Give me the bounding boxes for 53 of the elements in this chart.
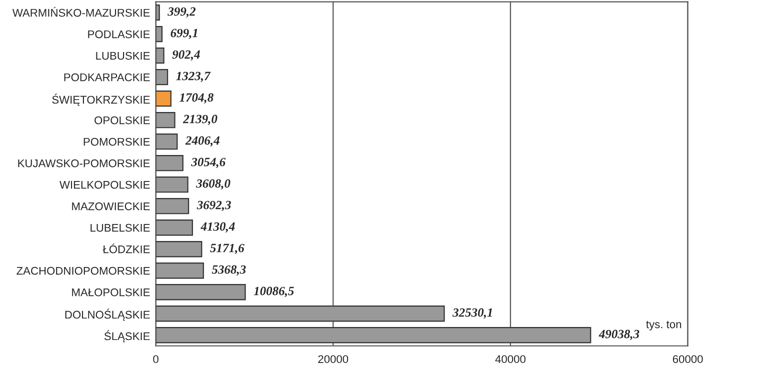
- y-tick-label: KUJAWSKO-POMORSKIE: [18, 159, 150, 168]
- data-label: 5368,3: [212, 265, 246, 276]
- bar: [156, 90, 172, 107]
- y-tick-label: ŚWIĘTOKRZYSKIE: [52, 94, 150, 106]
- data-label: 902,4: [172, 50, 200, 61]
- bar: [156, 26, 163, 42]
- data-label: 3692,3: [196, 200, 231, 212]
- bar: [156, 198, 190, 214]
- y-tick-label: ŚLĄSKIE: [104, 330, 150, 342]
- data-label: 2139,0: [182, 114, 218, 126]
- bar: [156, 262, 204, 279]
- bar: [156, 241, 202, 258]
- bar: [156, 284, 246, 300]
- data-label: 2406,4: [185, 136, 220, 147]
- x-tick-label: 20000: [318, 355, 348, 364]
- data-label: 3054,6: [191, 158, 226, 168]
- data-label: 1704,8: [180, 93, 214, 104]
- y-tick-label: OPOLSKIE: [94, 116, 150, 124]
- data-label: 399,2: [168, 7, 196, 18]
- data-label: 4130,4: [200, 222, 235, 233]
- bar: [156, 220, 193, 236]
- bar: [156, 48, 164, 64]
- x-tick-label: 60000: [672, 355, 703, 364]
- bar: [156, 4, 160, 21]
- data-label: 5171,6: [210, 244, 244, 254]
- data-label: 1323,7: [176, 72, 211, 82]
- bar: [156, 134, 178, 150]
- y-tick-label: MAZOWIECKIE: [72, 202, 150, 210]
- bar: [156, 176, 188, 193]
- bar: [156, 306, 445, 322]
- data-label: 10086,5: [254, 286, 294, 298]
- x-tick-label: 0: [153, 355, 158, 364]
- y-tick-label: LUBELSKIE: [90, 224, 150, 232]
- bar: [156, 327, 592, 344]
- y-tick-label: ŁÓDZKIE: [102, 244, 150, 254]
- y-tick-label: DOLNOŚLĄSKIE: [65, 308, 150, 321]
- data-label: 3608,0: [196, 179, 230, 190]
- y-tick-label: WARMIŃSKO-MAZURSKIE: [12, 6, 150, 17]
- data-label: 32530,1: [452, 308, 492, 319]
- y-tick-label: POMORSKIE: [84, 138, 150, 146]
- y-tick-label: MAŁOPOLSKIE: [72, 288, 150, 296]
- x-tick-label: 40000: [495, 355, 526, 364]
- data-label: 699,1: [170, 28, 198, 40]
- bar: [156, 112, 176, 128]
- y-tick-label: ZACHODNIOPOMORSKIE: [16, 266, 150, 275]
- y-tick-label: PODKARPACKIE: [64, 73, 150, 82]
- y-tick-label: LUBUSKIE: [96, 52, 150, 60]
- bar: [156, 155, 184, 172]
- data-label: 49038,3: [598, 330, 640, 340]
- bar: [156, 69, 168, 86]
- y-tick-label: PODLASKIE: [88, 30, 150, 38]
- y-tick-label: WIELKOPOLSKIE: [60, 180, 150, 189]
- x-axis-title: tys. ton: [646, 320, 682, 330]
